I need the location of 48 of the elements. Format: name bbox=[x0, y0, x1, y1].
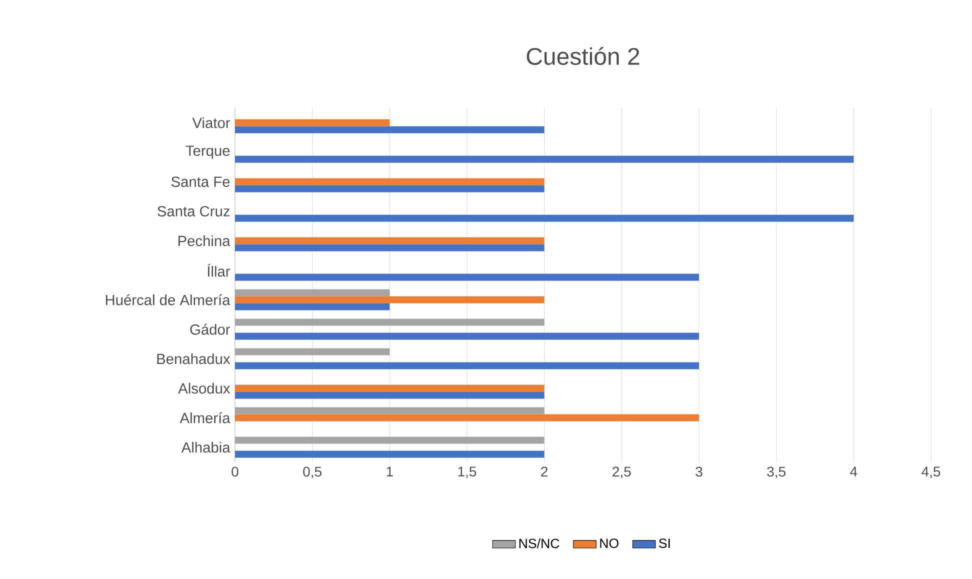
x-tick-label: 1,5 bbox=[458, 466, 476, 478]
y-tick-label: Íllar bbox=[208, 264, 230, 277]
y-tick-label: Almería bbox=[180, 412, 230, 424]
x-tick-label: 2,5 bbox=[612, 466, 631, 478]
x-tick-label: 3,5 bbox=[767, 466, 786, 478]
bar bbox=[235, 156, 854, 163]
y-tick-label: Benahadux bbox=[157, 353, 230, 364]
bar bbox=[235, 318, 544, 326]
bar bbox=[235, 119, 390, 126]
x-tick-label: 4,5 bbox=[922, 466, 940, 478]
bar bbox=[235, 296, 544, 304]
bar bbox=[235, 126, 544, 134]
y-tick-label: Huércal de Almería bbox=[106, 294, 230, 306]
bar bbox=[235, 332, 699, 340]
bar bbox=[235, 348, 390, 356]
bar bbox=[235, 450, 544, 458]
x-tick-label: 0,5 bbox=[303, 466, 322, 478]
bar bbox=[235, 244, 544, 252]
bar bbox=[235, 185, 544, 192]
x-tick-label: 3 bbox=[696, 466, 702, 477]
x-tick-label: 4 bbox=[850, 466, 858, 476]
bar bbox=[235, 289, 390, 296]
y-tick-label: Alsodux bbox=[178, 382, 230, 394]
bar bbox=[235, 237, 544, 244]
y-tick-label: Alhabia bbox=[181, 442, 230, 453]
chart-title: Cuestión 2 bbox=[526, 47, 640, 65]
legend-label: NO bbox=[600, 538, 618, 548]
bar bbox=[235, 436, 544, 444]
y-tick-label: Viator bbox=[192, 117, 230, 128]
y-tick-label: Santa Fe bbox=[171, 176, 230, 187]
y-tick-label: Gádor bbox=[190, 324, 230, 335]
bar bbox=[235, 303, 390, 310]
bar bbox=[235, 178, 544, 186]
bar bbox=[235, 362, 699, 370]
y-tick-label: Terque bbox=[186, 146, 230, 159]
legend-label: NS/NC bbox=[519, 538, 560, 548]
x-tick-label: 2 bbox=[541, 466, 548, 476]
legend-label: SI bbox=[658, 538, 670, 548]
x-tick-label: 0 bbox=[232, 466, 238, 477]
x-tick-label: 1 bbox=[386, 466, 393, 476]
bar bbox=[235, 214, 854, 222]
y-tick-label: Pechina bbox=[178, 235, 230, 246]
bar bbox=[235, 384, 544, 392]
bar bbox=[235, 392, 544, 399]
bar bbox=[235, 407, 544, 414]
bar bbox=[235, 274, 699, 281]
y-tick-label: Santa Cruz bbox=[158, 206, 230, 216]
bar bbox=[235, 414, 699, 422]
